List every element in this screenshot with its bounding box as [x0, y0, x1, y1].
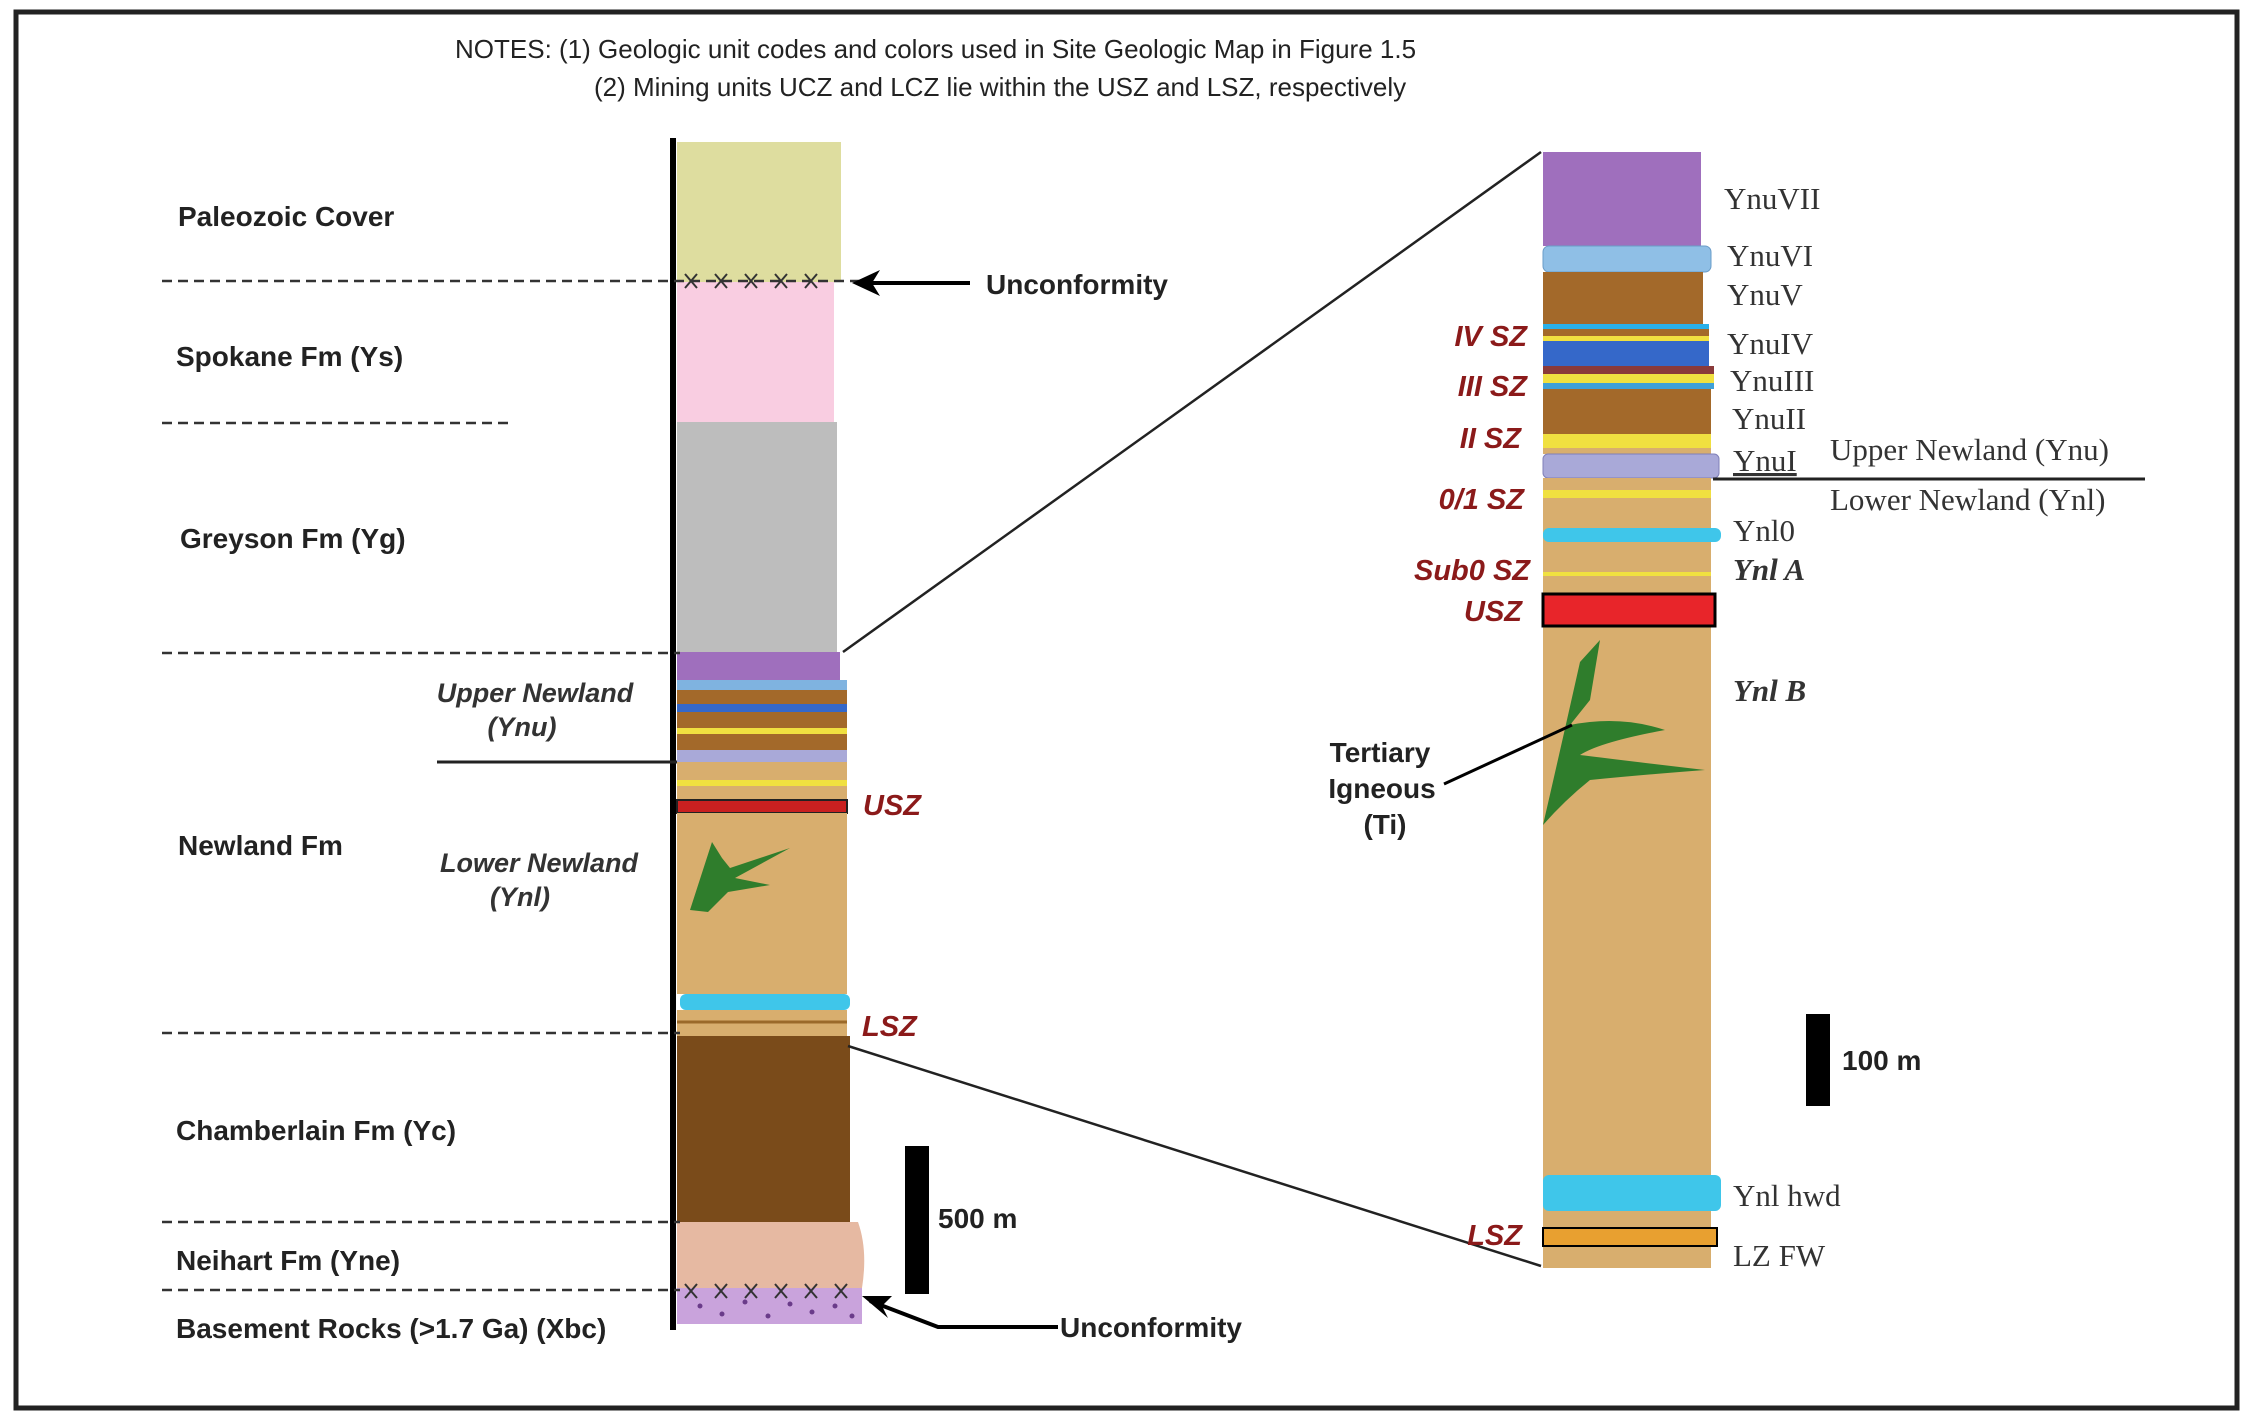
- greyson-layer: [677, 422, 837, 652]
- tertiary-leader-line: [1443, 723, 1573, 786]
- iii-sz-detail-band-2: [1543, 374, 1714, 383]
- ynuiii-label: YnuIII: [1730, 363, 1814, 398]
- upper-newland-band-7: [677, 750, 847, 762]
- sub0-sz-label: Sub0 SZ: [1414, 555, 1531, 587]
- ynl0-detail-band: [1543, 528, 1721, 542]
- upper-newland-label-1: Upper Newland: [437, 678, 634, 708]
- detail-stratigraphic-column: [1541, 152, 1721, 1268]
- ynuv-detail-layer: [1543, 272, 1703, 324]
- detail-connector-top: [842, 150, 1542, 654]
- ii-sz-detail-band: [1543, 434, 1711, 448]
- upper-newland-band-1: [677, 680, 847, 690]
- ynuvi-detail-layer: [1542, 245, 1712, 273]
- neihart-label: Neihart Fm (Yne): [176, 1245, 400, 1276]
- unconformity-top-label: Unconformity: [986, 269, 1168, 300]
- ynl-hwd-left-band: [680, 994, 850, 1010]
- paleozoic-cover-layer: [677, 142, 841, 282]
- lower-newland-label-2: (Ynl): [490, 882, 550, 912]
- usz-detail-band: [1541, 592, 1717, 628]
- upper-newland-detail-label: Upper Newland (Ynu): [1830, 432, 2109, 467]
- lz-fw-label: LZ FW: [1733, 1238, 1826, 1273]
- note-line-2: (2) Mining units UCZ and LCZ lie within …: [594, 72, 1406, 102]
- ii-sz-label: II SZ: [1460, 423, 1523, 455]
- ynl-hwd-detail-band: [1543, 1175, 1721, 1211]
- ynui-detail-base: [1543, 448, 1711, 454]
- iv-sz-label: IV SZ: [1454, 321, 1528, 353]
- upper-newland-label-2: (Ynu): [488, 712, 557, 742]
- scale-bar-100m: [1806, 1014, 1830, 1106]
- ynlb-label: Ynl B: [1733, 673, 1806, 708]
- chamberlain-label: Chamberlain Fm (Yc): [176, 1115, 456, 1146]
- upper-newland-band-5: [677, 728, 847, 734]
- usz-left-band: [676, 799, 848, 814]
- spokane-layer: [677, 282, 834, 422]
- tertiary-label-3: (Ti): [1363, 809, 1406, 840]
- upper-newland-band-2: [677, 690, 847, 704]
- chamberlain-layer: [677, 1036, 850, 1222]
- iii-sz-detail-band-3: [1543, 383, 1714, 389]
- ynuiv-detail-layer: [1543, 341, 1709, 366]
- unconformity-marks-bottom: [684, 1283, 848, 1299]
- tertiary-igneous-left: [690, 842, 790, 912]
- ynui-detail-layer: [1542, 453, 1720, 479]
- ynuv-label: YnuV: [1727, 277, 1803, 312]
- ynuvi-label: YnuVI: [1727, 238, 1813, 273]
- paleozoic-cover-label: Paleozoic Cover: [178, 201, 394, 232]
- ynuii-label: YnuII: [1732, 401, 1806, 436]
- upper-newland-band-3: [677, 704, 847, 712]
- ynla-label: Ynl A: [1733, 552, 1805, 587]
- tertiary-label-1: Tertiary: [1330, 737, 1431, 768]
- scale-100m-label: 100 m: [1842, 1045, 1921, 1076]
- ynuii-detail-layer: [1543, 389, 1711, 434]
- upper-newland-band-8: [677, 762, 847, 780]
- newland-label: Newland Fm: [178, 830, 343, 861]
- ynui-label: YnuI: [1733, 443, 1797, 478]
- lsz-detail-label: LSZ: [1467, 1220, 1523, 1252]
- formation-boundaries: [162, 279, 862, 1292]
- unconformity-marks-top: [684, 273, 818, 289]
- detail-connector-bottom: [847, 1044, 1542, 1268]
- ynl0-label: Ynl0: [1733, 513, 1795, 548]
- ynuvii-layer: [677, 652, 840, 680]
- unconformity-arrow-bottom: [862, 1296, 1058, 1329]
- tertiary-label-2: Igneous: [1328, 773, 1435, 804]
- upper-newland-band-4: [677, 712, 847, 728]
- tertiary-igneous-detail: [1543, 640, 1705, 825]
- spokane-label: Spokane Fm (Ys): [176, 341, 403, 372]
- ynuiv-label: YnuIV: [1727, 326, 1814, 361]
- unconformity-bottom-label: Unconformity: [1060, 1312, 1242, 1343]
- left-stratigraphic-column: [670, 138, 865, 1330]
- iv-sz-detail-band-2: [1543, 329, 1709, 336]
- iii-sz-label: III SZ: [1458, 371, 1529, 403]
- z01-sz-detail-band: [1543, 490, 1711, 498]
- ynuvii-label: YnuVII: [1724, 181, 1820, 216]
- lsz-left-label: LSZ: [862, 1011, 918, 1043]
- upper-newland-band-9: [677, 780, 847, 786]
- unconformity-arrow-top: [852, 270, 970, 296]
- ynl-hwd-label: Ynl hwd: [1733, 1178, 1841, 1213]
- upper-newland-band-10: [677, 786, 847, 800]
- z01-sz-label: 0/1 SZ: [1439, 484, 1526, 516]
- ynuvii-detail-layer: [1543, 152, 1701, 246]
- iv-sz-detail-band-1: [1543, 324, 1709, 329]
- usz-detail-label: USZ: [1464, 596, 1523, 628]
- lsz-detail-band: [1542, 1227, 1718, 1247]
- iii-sz-detail-band-1: [1543, 366, 1714, 374]
- note-line-1: NOTES: (1) Geologic unit codes and color…: [455, 34, 1416, 64]
- usz-left-label: USZ: [863, 790, 922, 822]
- scale-500m-label: 500 m: [938, 1203, 1017, 1234]
- figure-frame: [13, 9, 2240, 1411]
- lower-newland-detail-label: Lower Newland (Ynl): [1830, 482, 2105, 517]
- upper-newland-band-6: [677, 734, 847, 750]
- iv-sz-detail-band-3: [1543, 336, 1709, 341]
- scale-bar-500m: [905, 1146, 929, 1294]
- basement-dots: [697, 1299, 855, 1319]
- greyson-label: Greyson Fm (Yg): [180, 523, 406, 554]
- neihart-layer: [677, 1222, 865, 1288]
- lower-newland-label-1: Lower Newland: [440, 848, 639, 878]
- basement-label: Basement Rocks (>1.7 Ga) (Xbc): [176, 1313, 606, 1344]
